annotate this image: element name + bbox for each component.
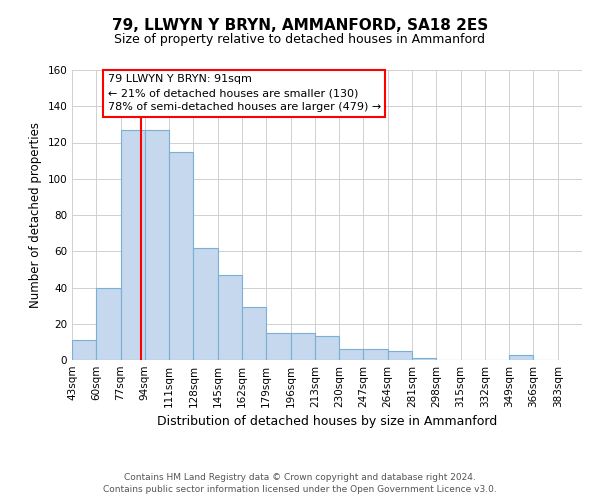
X-axis label: Distribution of detached houses by size in Ammanford: Distribution of detached houses by size … (157, 416, 497, 428)
Bar (193, 248, 218, 360)
Y-axis label: Number of detached properties: Number of detached properties (29, 122, 42, 308)
Text: 79, LLWYN Y BRYN, AMMANFORD, SA18 2ES: 79, LLWYN Y BRYN, AMMANFORD, SA18 2ES (112, 18, 488, 32)
Text: Contains HM Land Registry data © Crown copyright and database right 2024.: Contains HM Land Registry data © Crown c… (124, 472, 476, 482)
Bar (218, 275, 242, 360)
Text: Contains public sector information licensed under the Open Government Licence v3: Contains public sector information licen… (103, 485, 497, 494)
Text: Size of property relative to detached houses in Ammanford: Size of property relative to detached ho… (115, 32, 485, 46)
Bar (290, 333, 315, 360)
Bar (242, 308, 266, 360)
Bar (364, 349, 388, 360)
Bar (96, 288, 121, 360)
Bar (121, 130, 145, 360)
Bar (339, 349, 364, 360)
Bar (388, 351, 412, 360)
Bar (412, 358, 436, 360)
Bar (72, 340, 96, 360)
Text: 79 LLWYN Y BRYN: 91sqm
← 21% of detached houses are smaller (130)
78% of semi-de: 79 LLWYN Y BRYN: 91sqm ← 21% of detached… (108, 74, 381, 112)
Bar (315, 336, 339, 360)
Bar (509, 354, 533, 360)
Bar (266, 333, 290, 360)
Bar (169, 152, 193, 360)
Bar (145, 130, 169, 360)
